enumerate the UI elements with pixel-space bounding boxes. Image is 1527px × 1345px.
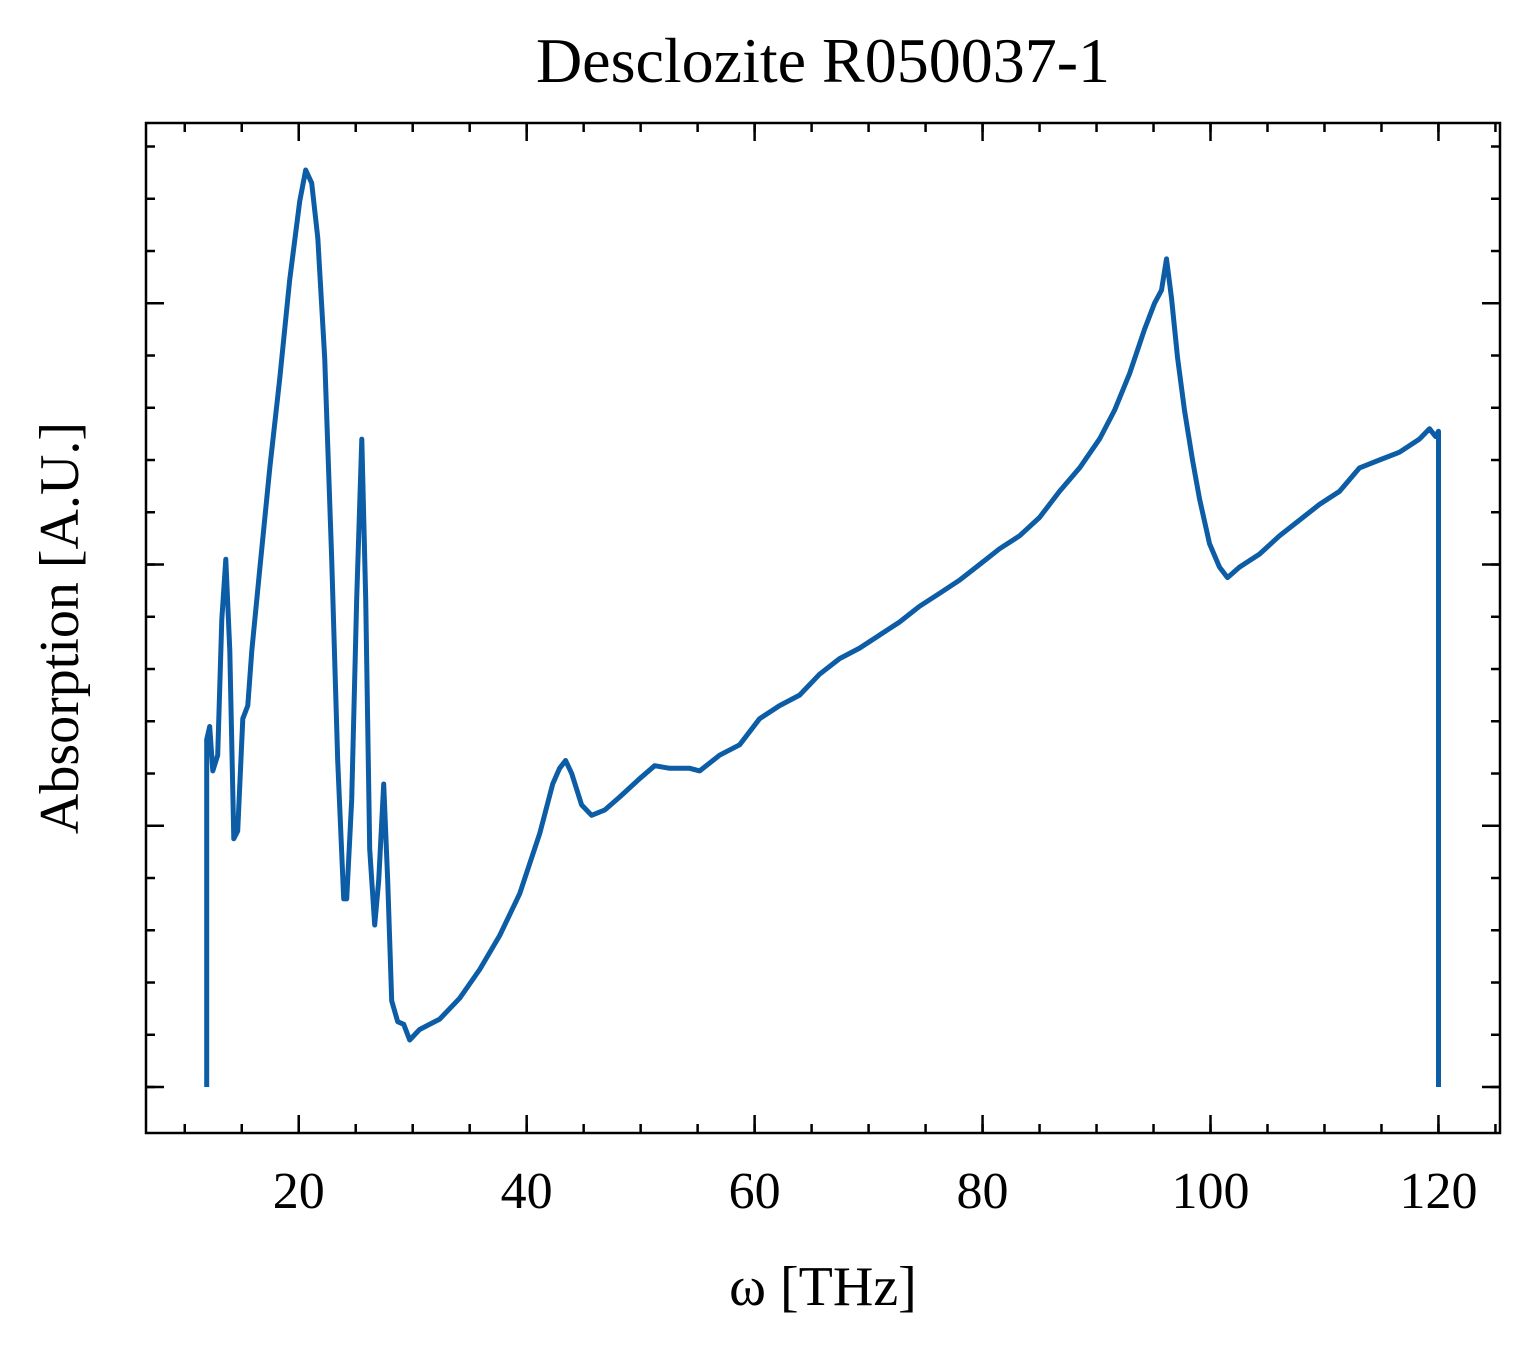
data-line <box>204 167 1441 1087</box>
chart-title: Desclozite R050037-1 <box>536 25 1110 96</box>
x-axis-label: ω [THz] <box>729 1256 917 1318</box>
plot-frame <box>144 121 1502 1135</box>
x-tick-label: 80 <box>957 1163 1009 1220</box>
x-tick-label: 120 <box>1399 1163 1477 1220</box>
x-tick-label: 60 <box>729 1163 781 1220</box>
y-axis-label: Absorption [A.U.] <box>29 422 91 834</box>
x-tick-label: 20 <box>273 1163 325 1220</box>
x-tick-label: 100 <box>1172 1163 1250 1220</box>
x-tick-label: 40 <box>501 1163 553 1220</box>
